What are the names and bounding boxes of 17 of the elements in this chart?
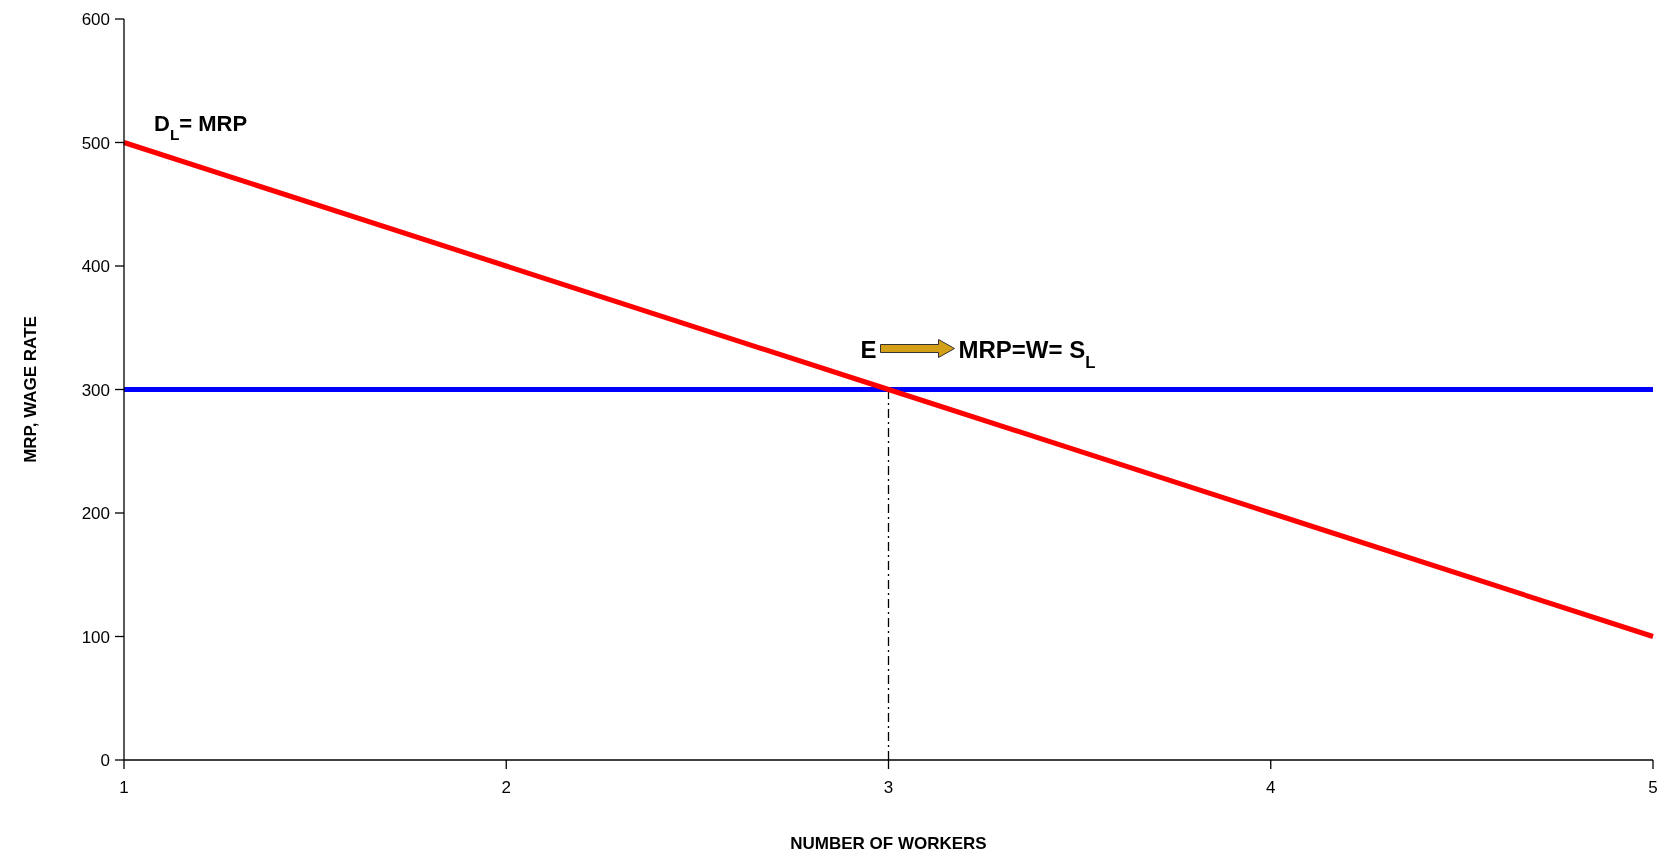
series-label: D$_{L}$= MRP [154, 110, 248, 142]
y-tick-label: 500 [81, 133, 110, 153]
annotation: MRP=W= S$_{L}$ [958, 335, 1096, 371]
y-tick-label: 400 [81, 257, 110, 276]
y-tick-label: 100 [81, 627, 110, 647]
annotation: E [860, 335, 877, 363]
y-tick-label: 600 [81, 10, 110, 29]
y-tick-label: 0 [100, 751, 110, 770]
x-tick-label: 1 [119, 778, 129, 797]
y-tick-label: 200 [81, 504, 110, 523]
x-tick-label: 5 [1648, 778, 1658, 797]
y-tick-label: 300 [81, 380, 110, 400]
x-tick-label: 3 [883, 778, 894, 797]
x-axis-title: NUMBER OF WORKERS [790, 834, 987, 853]
x-tick-label: 2 [501, 778, 511, 797]
x-tick-label: 4 [1266, 778, 1276, 797]
y-axis-title: MRP, WAGE RATE [21, 316, 40, 463]
